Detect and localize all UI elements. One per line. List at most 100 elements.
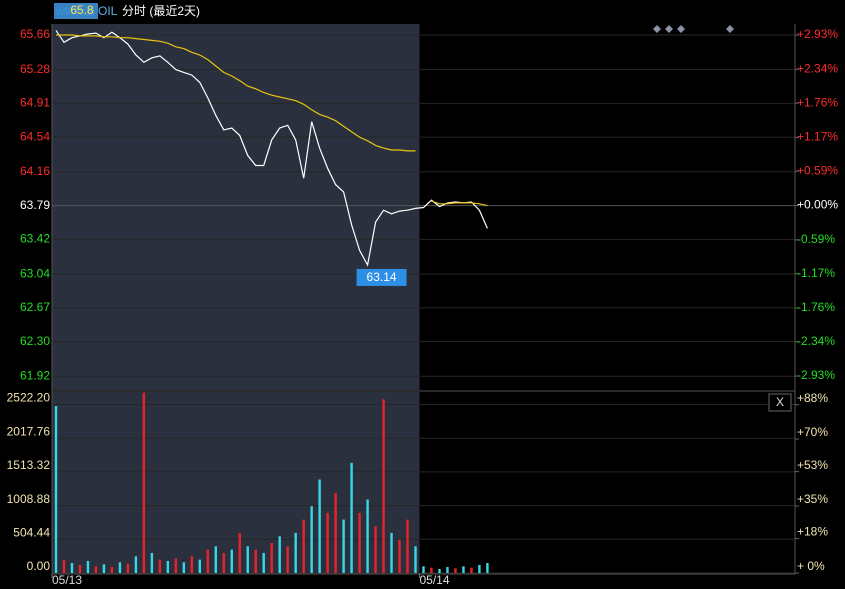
- markers: [653, 25, 734, 33]
- y-tick-label: 0.00: [27, 559, 51, 573]
- volume-bar: [462, 566, 465, 573]
- y-tick-label: 64.91: [20, 96, 50, 110]
- y2-tick-label: +0.59%: [797, 163, 838, 177]
- volume-bar: [342, 519, 345, 573]
- y-tick-label: 63.42: [20, 232, 50, 246]
- volume-bar: [390, 532, 393, 573]
- close-button-box: [768, 393, 792, 412]
- price-line: [56, 34, 488, 207]
- y-tick-label: 62.67: [20, 300, 50, 314]
- volume-bar: [374, 526, 377, 573]
- y-tick-label: 61.92: [20, 368, 50, 382]
- volume-bar: [470, 567, 473, 573]
- volume-bar: [102, 564, 106, 573]
- y2-tick-label: +53%: [797, 458, 828, 472]
- plot-layer: 65.66 65.28 64.91 64.54 64.16 63.79 63.42 63.04…: [7, 3, 838, 587]
- y-tick-label: 62.30: [20, 334, 50, 348]
- volume-bar: [246, 546, 249, 573]
- volume-bar: [206, 549, 209, 573]
- volume-bar: [118, 562, 122, 573]
- volume-bar: [86, 560, 90, 573]
- volume-bar: [70, 562, 74, 573]
- volume-bar: [350, 462, 353, 573]
- volume-bar: [94, 566, 98, 573]
- y2-tick-label: +88%: [797, 391, 828, 405]
- session-shade: [52, 392, 420, 573]
- volume-bar: [230, 549, 233, 573]
- chart-subtitle: 分时 (最近2天): [122, 4, 200, 18]
- y2-tick-label: +1.17%: [797, 130, 838, 144]
- volume-bar: [478, 564, 481, 573]
- volume-bar: [414, 546, 417, 573]
- marker: [677, 25, 685, 33]
- volume-bar: [182, 562, 186, 573]
- session-shade: [52, 24, 420, 390]
- volume-bar: [110, 566, 114, 573]
- y-tick-label: 65.28: [20, 62, 50, 76]
- min-label-box: [356, 268, 407, 286]
- y-tick-label: 63.79: [20, 198, 50, 212]
- volume-bar: [270, 542, 273, 573]
- y-tick-label: 1513.32: [7, 458, 51, 472]
- x-tick-label: 05/14: [420, 573, 450, 587]
- y2-tick-label: +18%: [797, 525, 828, 539]
- volume-bar: [158, 559, 162, 573]
- volume-bar: [166, 560, 170, 573]
- volume-bar: [422, 566, 425, 573]
- volume-bar: [174, 558, 178, 573]
- volume-bar: [310, 506, 313, 573]
- y2-tick-label: +35%: [797, 492, 828, 506]
- y-tick-label: 63.04: [20, 266, 50, 280]
- volume-bar: [446, 566, 449, 573]
- y2-tick-label: +2.93%: [797, 27, 838, 41]
- volume-bar: [190, 556, 194, 573]
- y2-tick-label: -2.34%: [797, 334, 835, 348]
- price-line: [55, 30, 488, 267]
- y2-tick-label: -1.17%: [797, 266, 835, 280]
- volume-bar: [406, 519, 409, 573]
- volume-bar: [222, 552, 225, 573]
- marker: [665, 25, 673, 33]
- volume-bar: [262, 552, 265, 573]
- volume-bar: [54, 406, 58, 573]
- close-button[interactable]: X: [776, 395, 784, 409]
- y-tick-label: 65.66: [20, 27, 50, 41]
- volume-bar: [326, 512, 329, 573]
- y-tick-label: 64.16: [20, 164, 50, 178]
- y2-tick-label: +1.76%: [797, 95, 838, 109]
- y-tick-label: 2017.76: [7, 424, 51, 438]
- volume-bar: [486, 562, 489, 573]
- y2-tick-label: -1.76%: [797, 300, 835, 314]
- cursor-label: 65.8: [70, 3, 94, 17]
- volume-bar: [286, 546, 289, 573]
- y-tick-label: 1008.88: [7, 492, 51, 506]
- y-tick-label: 2522.20: [7, 391, 51, 405]
- volume-bar: [198, 559, 202, 573]
- y2-tick-label: +2.34%: [797, 62, 838, 76]
- volume-bar: [334, 492, 337, 573]
- volume-bar: [254, 549, 257, 573]
- y2-tick-label: -0.59%: [797, 232, 835, 246]
- x-tick-label: 05/13: [52, 573, 82, 587]
- y2-tick-label: -2.93%: [797, 368, 835, 382]
- y-tick-label: 64.54: [20, 129, 50, 143]
- volume-bar: [294, 532, 297, 573]
- volume-bar: [358, 512, 361, 573]
- volume-bar: [454, 568, 457, 573]
- volume-bar: [382, 399, 385, 573]
- volume-bar: [126, 563, 130, 573]
- y2-tick-label: +70%: [797, 425, 828, 439]
- volume-bar: [438, 568, 441, 573]
- volume-bar: [214, 546, 217, 573]
- volume-bar: [278, 536, 281, 573]
- marker: [726, 25, 734, 33]
- volume-bar: [430, 567, 433, 573]
- volume-bar: [238, 532, 241, 573]
- volume-bar: [366, 499, 369, 573]
- volume-bar: [398, 539, 401, 573]
- volume-bar: [318, 479, 321, 573]
- volume-bar: [62, 559, 66, 573]
- volume-bar: [78, 564, 82, 573]
- y2-tick-label: +0.00%: [797, 198, 838, 212]
